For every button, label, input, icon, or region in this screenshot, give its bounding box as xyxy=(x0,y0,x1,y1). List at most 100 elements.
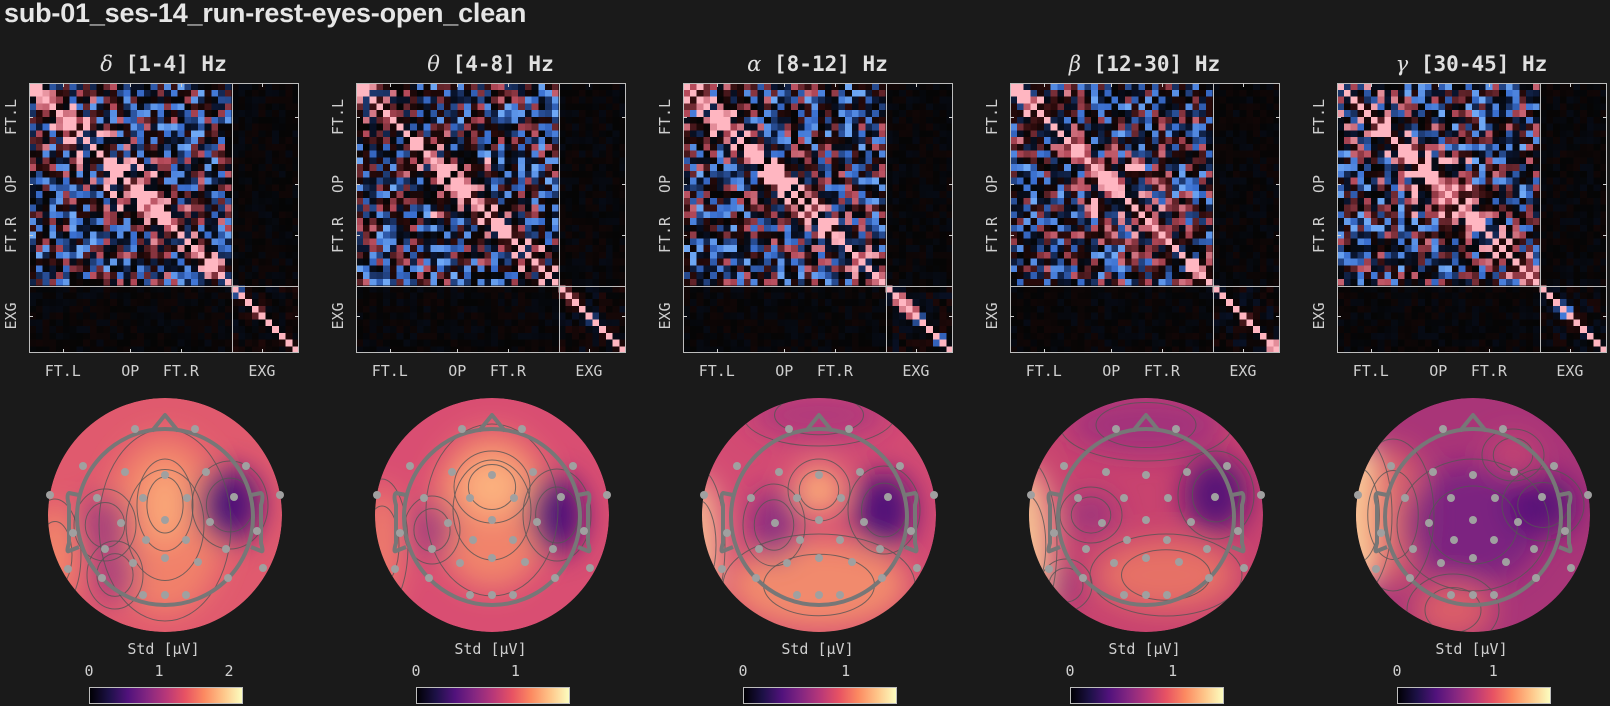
scalp-topomap xyxy=(1354,398,1592,632)
sensor-dot xyxy=(518,425,526,433)
panel-title: δ [1-4] Hz xyxy=(0,52,327,76)
sensor-dot xyxy=(466,591,474,599)
sensor-dot xyxy=(793,591,801,599)
colorbar-tick-label: 0 xyxy=(1392,662,1402,680)
sensor-dot xyxy=(69,529,77,537)
sensor-dot xyxy=(1387,462,1395,470)
figure-title: sub-01_ses-14_run-rest-eyes-open_clean xyxy=(4,0,527,28)
x-tick-mark xyxy=(180,349,182,353)
sensor-dot xyxy=(1550,462,1558,470)
sensor-dot xyxy=(139,494,147,502)
sensor-dot xyxy=(1102,468,1110,476)
colorbar-label: Std [μV] xyxy=(454,640,527,658)
contour-line xyxy=(753,499,795,551)
sensor-dot xyxy=(752,574,760,582)
sensor-dot xyxy=(1079,574,1087,582)
right-ear-icon xyxy=(1231,491,1246,554)
colorbar-label: Std [μV] xyxy=(1435,640,1508,658)
y-tick-mark-right xyxy=(1276,315,1280,317)
nose-icon xyxy=(477,413,507,433)
sensor-dot xyxy=(79,462,87,470)
colorbar-tick-label: 1 xyxy=(1488,662,1498,680)
sensor-dot xyxy=(1164,494,1172,502)
scalp-topomap xyxy=(700,398,938,632)
colorbar-tick-label: 0 xyxy=(84,662,94,680)
contour-line xyxy=(702,468,726,622)
matrix-heatmap xyxy=(356,83,626,353)
sensor-dot xyxy=(907,527,915,535)
band-range: [8-12] Hz xyxy=(774,52,888,76)
sensor-dot xyxy=(1447,591,1455,599)
y-tick-label: FT.R xyxy=(656,216,674,253)
sensor-dot xyxy=(64,565,72,573)
sensor-dot xyxy=(98,574,106,582)
y-tick-mark xyxy=(356,116,360,118)
sensor-dot xyxy=(1502,558,1510,566)
sensor-dot xyxy=(161,591,169,599)
x-tick-label: EXG xyxy=(902,362,930,380)
sensor-dot xyxy=(1142,591,1150,599)
x-tick-mark xyxy=(261,349,263,353)
sensor-dot xyxy=(845,425,853,433)
y-tick-mark xyxy=(29,184,33,186)
sensor-dot xyxy=(1142,471,1150,479)
y-tick-label: FT.R xyxy=(983,216,1001,253)
head-outline xyxy=(1056,427,1236,607)
sensor-dot xyxy=(783,559,791,567)
panel-title: α [8-12] Hz xyxy=(654,52,981,76)
sensor-dot xyxy=(1469,471,1477,479)
sensor-dot xyxy=(420,494,428,502)
y-tick-label: FT.L xyxy=(1310,98,1328,135)
y-tick-mark xyxy=(1337,234,1341,236)
sensor-dot xyxy=(878,574,886,582)
sensor-dot xyxy=(557,493,565,501)
contour-line xyxy=(73,488,137,562)
sensor-dot xyxy=(884,493,892,501)
y-tick-mark xyxy=(356,234,360,236)
topo-activity-blob xyxy=(529,475,585,555)
sensor-dot xyxy=(1183,468,1191,476)
sensor-dot xyxy=(1110,559,1118,567)
panel-title: β [12-30] Hz xyxy=(981,52,1308,76)
topo-activity-blob xyxy=(80,495,130,555)
sensor-dot xyxy=(428,545,436,553)
sensor-dot xyxy=(1377,529,1385,537)
colorbar-label: Std [μV] xyxy=(1108,640,1181,658)
contour-line xyxy=(1501,468,1585,542)
y-tick-mark-right xyxy=(295,315,299,317)
y-tick-mark-right xyxy=(949,234,953,236)
sensor-dot xyxy=(1425,519,1433,527)
x-tick-mark-top xyxy=(915,83,917,87)
colorbar-label: Std [μV] xyxy=(127,640,200,658)
x-tick-label: EXG xyxy=(575,362,603,380)
scalp-topomap xyxy=(373,398,611,632)
sensor-dot xyxy=(139,591,147,599)
sensor-dot xyxy=(1567,564,1575,572)
sensor-dot xyxy=(448,468,456,476)
sensor-dot xyxy=(510,494,518,502)
sensor-dot xyxy=(1234,527,1242,535)
y-tick-mark xyxy=(683,184,687,186)
sensor-dot xyxy=(856,468,864,476)
contour-line xyxy=(1029,458,1058,632)
matrix-heatmap xyxy=(1337,83,1607,353)
x-tick-mark-top xyxy=(1569,83,1571,87)
sensor-dot xyxy=(1447,494,1455,502)
scalp-topomap xyxy=(1027,398,1265,632)
left-ear-icon xyxy=(1373,491,1388,554)
y-tick-mark xyxy=(1010,315,1014,317)
connectivity-matrix xyxy=(683,83,953,353)
topo-activity-blob xyxy=(410,502,454,558)
y-tick-mark-right xyxy=(1276,234,1280,236)
sensor-dot xyxy=(1437,559,1445,567)
sensor-dot xyxy=(1163,536,1171,544)
sensor-dot xyxy=(1203,545,1211,553)
nose-icon xyxy=(1458,413,1488,433)
y-tick-label: EXG xyxy=(656,302,674,330)
sensor-dot xyxy=(1372,565,1380,573)
y-tick-mark-right xyxy=(622,234,626,236)
x-tick-mark xyxy=(62,349,64,353)
y-tick-mark xyxy=(356,184,360,186)
x-tick-mark-top xyxy=(716,83,718,87)
contour-line xyxy=(136,458,194,552)
